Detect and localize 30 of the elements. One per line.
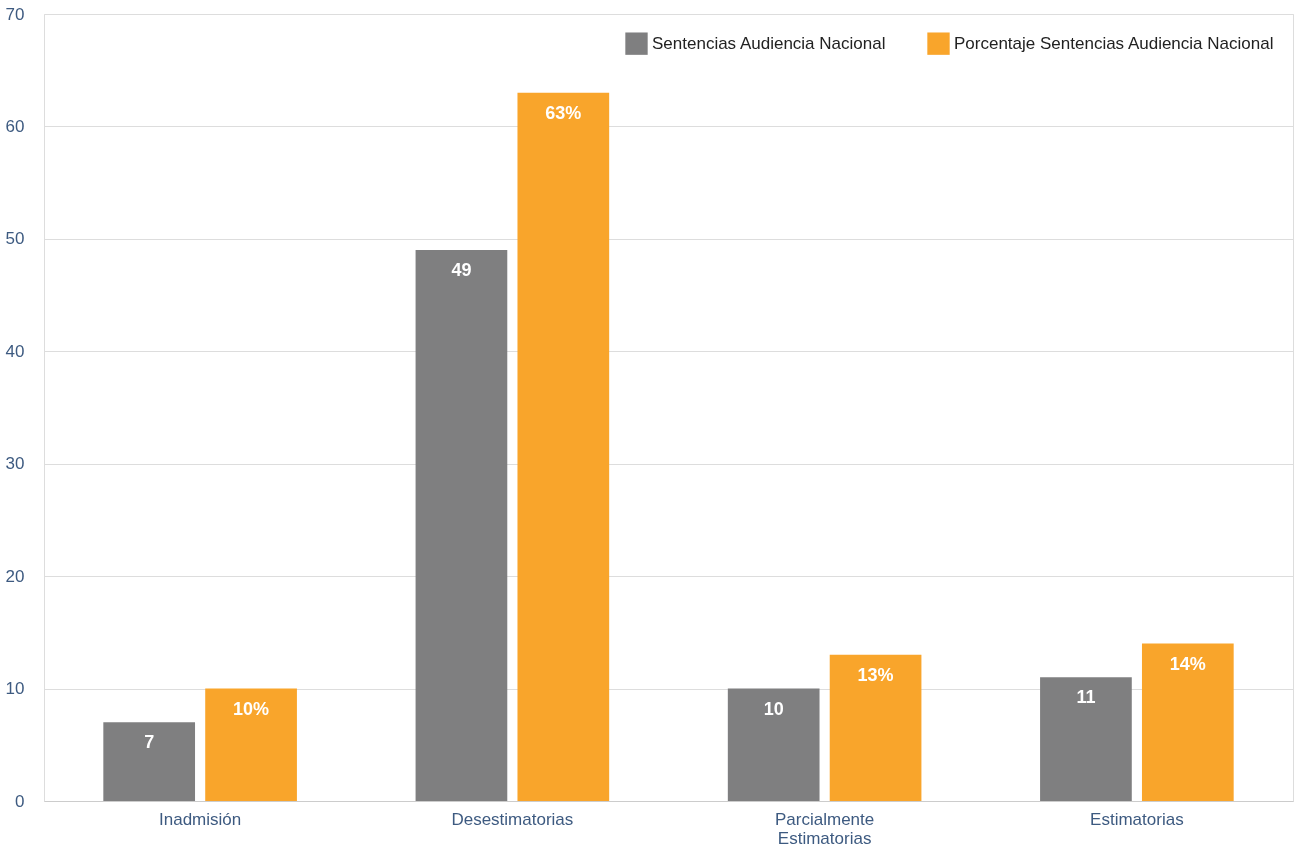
bar [829, 654, 922, 801]
y-tick-label: 30 [5, 454, 25, 474]
legend-label: Sentencias Audiencia Nacional [652, 33, 886, 53]
y-tick-label: 0 [15, 791, 25, 811]
bar [1040, 677, 1132, 801]
y-tick-label: 70 [5, 4, 25, 24]
data-label: 14% [1169, 653, 1206, 674]
data-label: 7 [144, 732, 155, 753]
data-label: 63% [545, 102, 582, 123]
data-label: 49 [451, 260, 472, 281]
data-label: 10% [233, 698, 270, 719]
bar [727, 688, 820, 801]
y-tick-label: 50 [5, 229, 25, 249]
y-tick-label: 40 [5, 341, 25, 361]
x-tick-label: Estimatorias [1090, 809, 1184, 829]
bar [517, 92, 610, 801]
y-tick-label: 10 [5, 679, 25, 699]
data-label: 10 [763, 698, 784, 719]
data-label: 13% [857, 664, 894, 685]
bar [415, 250, 508, 801]
data-label: 11 [1076, 687, 1096, 708]
y-tick-label: 20 [5, 566, 25, 586]
x-tick-label: Inadmisión [159, 809, 242, 829]
bar [205, 688, 297, 801]
bar [103, 722, 196, 801]
legend-label: Porcentaje Sentencias Audiencia Nacional [954, 33, 1274, 53]
x-tick-label: Desestimatorias [451, 809, 574, 829]
y-tick-label: 60 [5, 116, 25, 136]
bar [1141, 643, 1234, 801]
x-tick-label: Parcialmente Estimatorias [775, 809, 875, 848]
